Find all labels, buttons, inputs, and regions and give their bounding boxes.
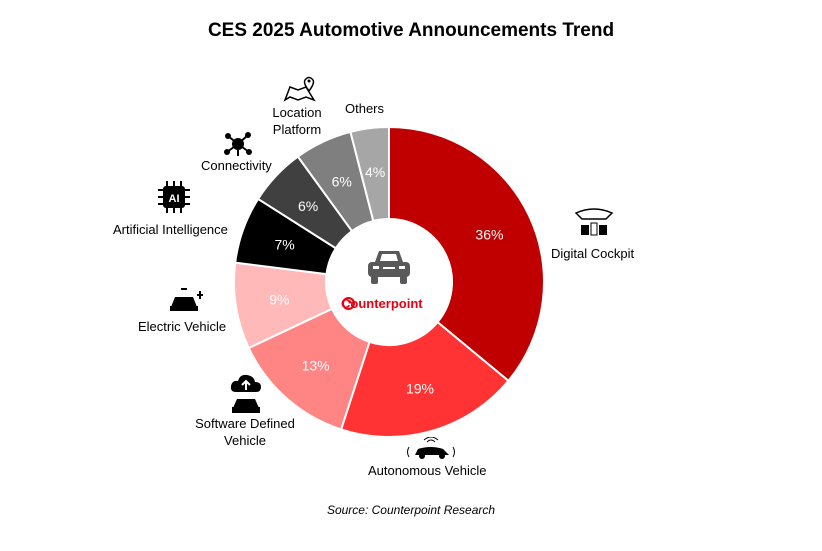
- slice-software-defined-vehicle: [247, 307, 371, 431]
- data-label-software-defined-vehicle: 13%: [302, 357, 330, 373]
- label-electric-vehicle: Electric Vehicle: [138, 319, 227, 334]
- car-icon: [368, 251, 410, 284]
- data-label-location-platform: 6%: [332, 174, 352, 190]
- counterpoint-logo-icon: [342, 297, 355, 310]
- data-label-digital-cockpit: 36%: [475, 227, 503, 243]
- autonomous-car-sensor-icon: [407, 437, 455, 459]
- chart-title: CES 2025 Automotive Announcements Trend: [207, 20, 615, 41]
- slice-digital-cockpit: [388, 125, 545, 383]
- data-label-connectivity: 6%: [298, 198, 318, 214]
- counterpoint-logo-text: Counterpoint: [341, 296, 423, 311]
- counterpoint-logo: Counterpoint: [341, 296, 423, 311]
- label-artificial-intelligence: Artificial Intelligence: [113, 222, 228, 237]
- data-label-others: 4%: [365, 164, 385, 180]
- map-pin-icon: [283, 76, 316, 102]
- label-autonomous-vehicle: Autonomous Vehicle: [368, 463, 487, 478]
- label-connectivity: Connectivity: [201, 158, 272, 173]
- slice-others: [349, 125, 390, 223]
- ai-chip-icon: AI: [158, 181, 190, 213]
- network-nodes-icon: [224, 132, 252, 156]
- slice-autonomous-vehicle: [339, 320, 510, 438]
- label-others: Others: [345, 101, 385, 116]
- label-location-platform: Location Platform: [272, 105, 322, 137]
- ev-plug-car-icon: [170, 288, 203, 311]
- cloud-upload-car-icon: [230, 374, 261, 413]
- data-label-autonomous-vehicle: 19%: [406, 381, 434, 397]
- source-note: Source: Counterpoint Research: [326, 503, 496, 517]
- svg-text:AI: AI: [169, 193, 180, 205]
- data-label-artificial-intelligence: 7%: [274, 236, 294, 252]
- label-software-defined-vehicle: Software Defined Vehicle: [195, 416, 295, 448]
- label-digital-cockpit: Digital Cockpit: [551, 246, 635, 261]
- data-label-electric-vehicle: 9%: [269, 291, 289, 307]
- cockpit-seats-icon: [574, 208, 614, 236]
